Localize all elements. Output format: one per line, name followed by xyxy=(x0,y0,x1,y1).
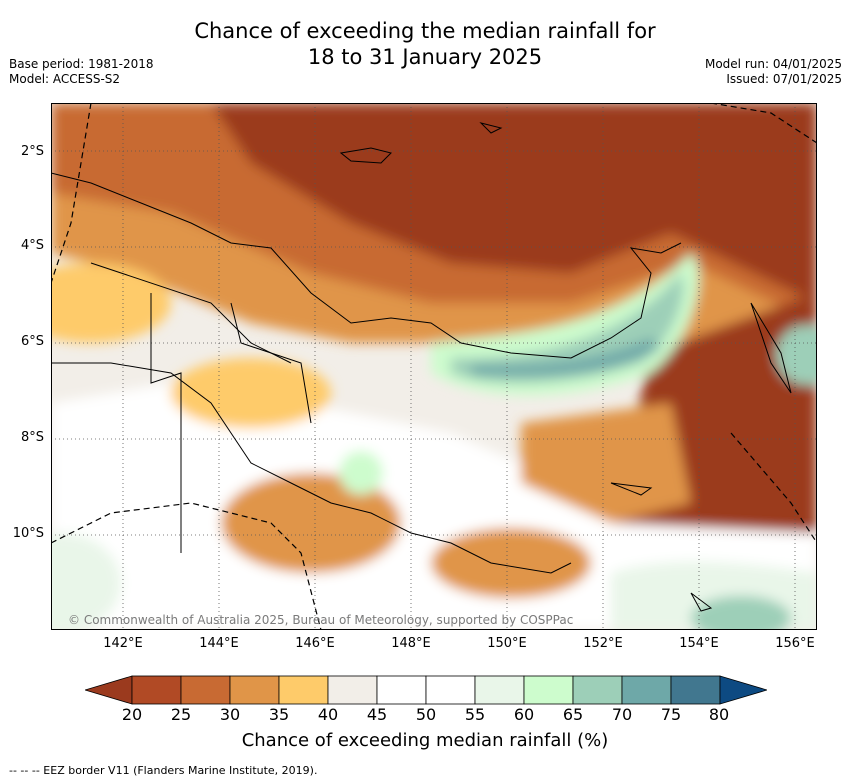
colorbar-tick-70: 70 xyxy=(611,705,633,724)
colorbar-tick-40: 40 xyxy=(317,705,339,724)
lat-label-2s: 2°S xyxy=(20,144,44,159)
colorbar-segment xyxy=(523,675,574,705)
title-line-1: Chance of exceeding the median rainfall … xyxy=(194,19,656,43)
eez-borders xyxy=(51,103,817,630)
coastlines xyxy=(51,122,792,612)
colorbar-segment xyxy=(131,675,182,705)
colorbar-tick-35: 35 xyxy=(268,705,290,724)
lon-label-152e: 152°E xyxy=(583,636,623,651)
colorbar-segment xyxy=(229,675,280,705)
colorbar-tick-65: 65 xyxy=(562,705,584,724)
colorbar-tick-25: 25 xyxy=(170,705,192,724)
lon-label-154e: 154°E xyxy=(679,636,719,651)
map-canvas xyxy=(51,103,817,630)
colorbar-segment xyxy=(180,675,231,705)
lon-label-146e: 146°E xyxy=(295,636,335,651)
colorbar-extend-high xyxy=(719,675,769,705)
lat-label-6s: 6°S xyxy=(20,334,44,349)
colorbar-extend-low xyxy=(83,675,133,705)
colorbar-tick-20: 20 xyxy=(121,705,143,724)
colorbar-segment xyxy=(572,675,623,705)
colorbar-label: Chance of exceeding median rainfall (%) xyxy=(241,730,609,751)
issued-date: Issued: 07/01/2025 xyxy=(726,72,842,86)
lat-label-4s: 4°S xyxy=(20,238,44,253)
colorbar-tick-30: 30 xyxy=(219,705,241,724)
eez-footnote: -- -- -- EEZ border V11 (Flanders Marine… xyxy=(9,764,318,777)
colorbar-tick-60: 60 xyxy=(513,705,535,724)
lat-label-8s: 8°S xyxy=(20,430,44,445)
lon-label-142e: 142°E xyxy=(103,636,143,651)
model-name: Model: ACCESS-S2 xyxy=(9,72,121,86)
meta-left: Base period: 1981-2018 Model: ACCESS-S2 xyxy=(9,57,154,87)
borders xyxy=(90,262,312,553)
colorbar-tick-55: 55 xyxy=(464,705,486,724)
colorbar xyxy=(83,675,769,709)
colorbar-segment xyxy=(474,675,525,705)
lon-label-148e: 148°E xyxy=(391,636,431,651)
lon-label-144e: 144°E xyxy=(199,636,239,651)
map-title: Chance of exceeding the median rainfall … xyxy=(0,18,850,70)
meta-right: Model run: 04/01/2025 Issued: 07/01/2025 xyxy=(705,57,842,87)
colorbar-segment xyxy=(278,675,329,705)
lat-label-10s: 10°S xyxy=(12,526,44,541)
colorbar-segment xyxy=(376,675,427,705)
model-run: Model run: 04/01/2025 xyxy=(704,57,842,71)
copyright-notice: © Commonwealth of Australia 2025, Bureau… xyxy=(68,613,574,627)
lon-label-156e: 156°E xyxy=(775,636,815,651)
colorbar-tick-45: 45 xyxy=(366,705,388,724)
probability-field xyxy=(51,103,817,630)
base-period: Base period: 1981-2018 xyxy=(9,57,154,71)
colorbar-segment xyxy=(327,675,378,705)
colorbar-tick-50: 50 xyxy=(415,705,437,724)
colorbar-segment xyxy=(425,675,476,705)
title-line-2: 18 to 31 January 2025 xyxy=(307,45,543,69)
colorbar-tick-80: 80 xyxy=(708,705,730,724)
map-frame xyxy=(51,103,817,630)
colorbar-segment xyxy=(621,675,672,705)
lon-label-150e: 150°E xyxy=(487,636,527,651)
colorbar-svg xyxy=(83,675,769,705)
colorbar-tick-75: 75 xyxy=(660,705,682,724)
rainfall-map: © Commonwealth of Australia 2025, Bureau… xyxy=(51,103,817,630)
colorbar-segment xyxy=(670,675,721,705)
